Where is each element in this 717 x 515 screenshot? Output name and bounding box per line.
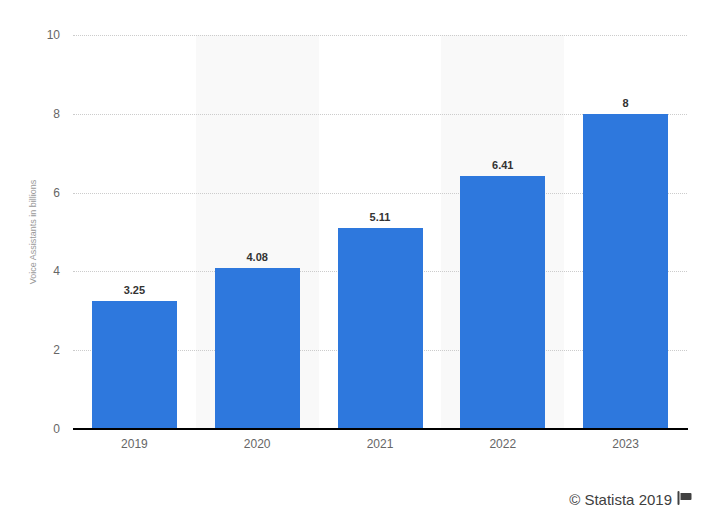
bar-value-label: 6.41 bbox=[460, 159, 545, 172]
bar-value-label: 4.08 bbox=[215, 251, 300, 264]
bar-value-label: 5.11 bbox=[338, 211, 423, 224]
statista-credit: © Statista 2019 bbox=[569, 490, 692, 508]
y-tick-label: 10 bbox=[20, 28, 60, 42]
y-axis-title: Voice Assistants in billions bbox=[26, 132, 40, 332]
x-tick-label-2020: 2020 bbox=[196, 437, 319, 451]
x-tick-label-2022: 2022 bbox=[441, 437, 564, 451]
bar-value-label: 8 bbox=[583, 97, 668, 110]
x-tick-label-2019: 2019 bbox=[73, 437, 196, 451]
bar-2021[interactable] bbox=[338, 228, 423, 429]
gridline-y-10 bbox=[73, 35, 687, 36]
y-tick-label: 0 bbox=[20, 422, 60, 436]
bar-2020[interactable] bbox=[215, 268, 300, 429]
plot-area: 3.25 4.08 5.11 6.41 8 bbox=[73, 35, 687, 429]
x-tick-label-2023: 2023 bbox=[564, 437, 687, 451]
x-axis-line bbox=[73, 428, 688, 430]
y-tick-label: 2 bbox=[20, 343, 60, 357]
bar-2023[interactable] bbox=[583, 114, 668, 429]
x-tick-label-2021: 2021 bbox=[319, 437, 442, 451]
bar-value-label: 3.25 bbox=[92, 284, 177, 297]
bar-2022[interactable] bbox=[460, 176, 545, 429]
bar-2019[interactable] bbox=[92, 301, 177, 429]
credit-text: © Statista 2019 bbox=[569, 491, 672, 508]
flag-icon bbox=[677, 491, 692, 508]
y-tick-label: 8 bbox=[20, 107, 60, 121]
chart-canvas: 3.254.085.116.418 0246810 20192020202120… bbox=[0, 0, 717, 515]
